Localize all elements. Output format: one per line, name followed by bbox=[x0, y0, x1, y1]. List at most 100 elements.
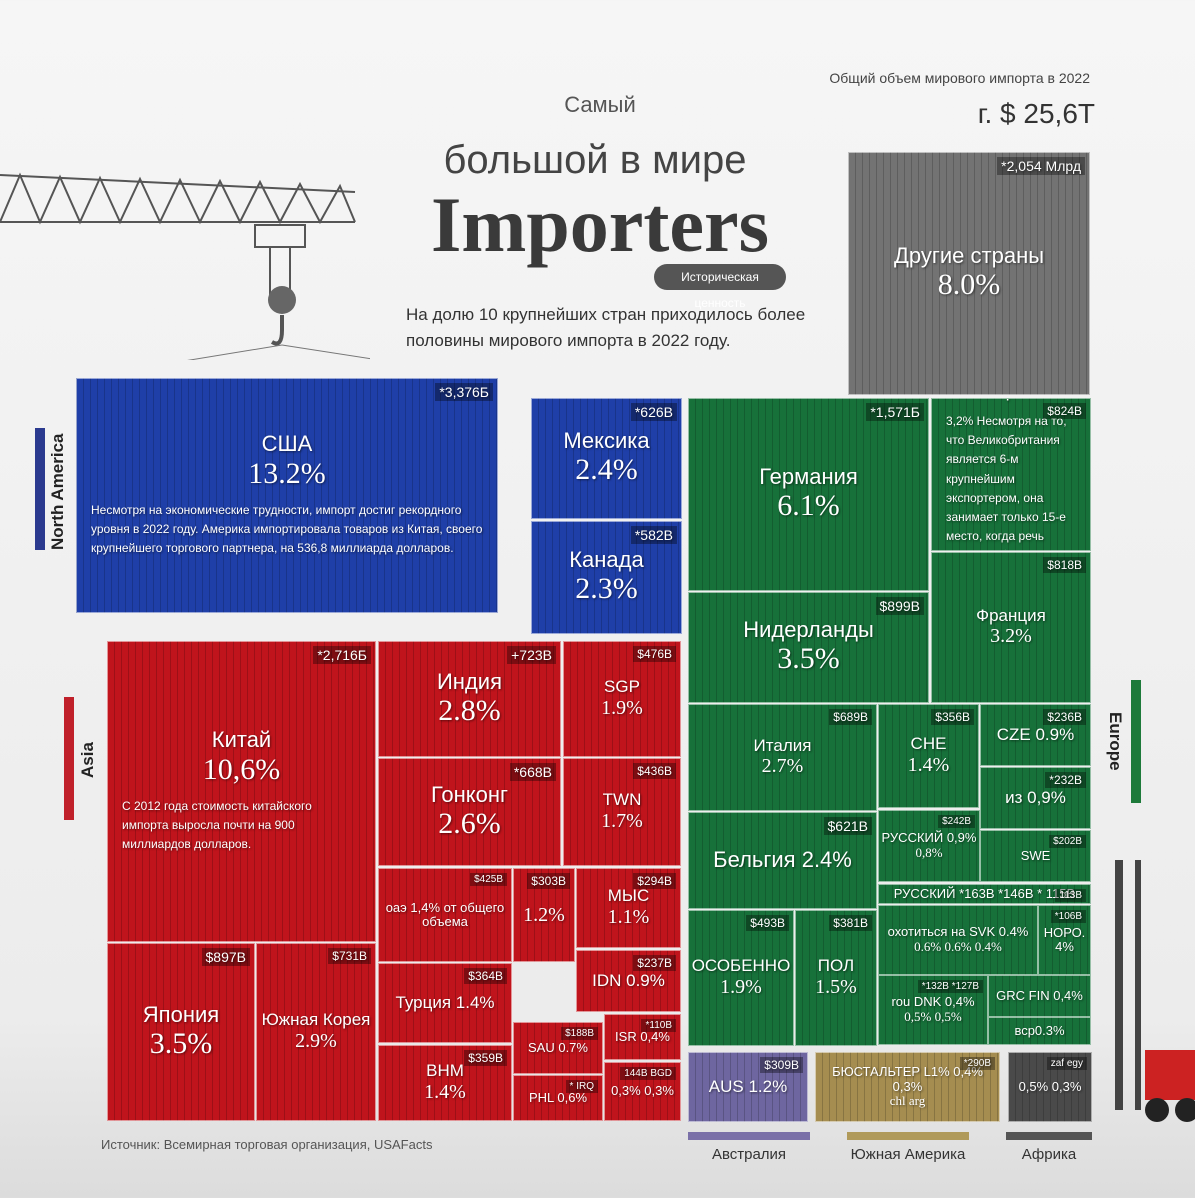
cell-name: CHE bbox=[910, 734, 947, 754]
cell-value: *232B bbox=[1045, 772, 1086, 788]
cell-name: Канада bbox=[569, 547, 644, 573]
country-cell: $899B Нидерланды 3.5% bbox=[688, 592, 929, 703]
cell-name: РУССКИЙ 0,9% bbox=[881, 830, 977, 846]
country-cell: $303B 1.2% bbox=[513, 868, 575, 962]
country-cell: *290B БЮСТАЛЬТЕР L1% 0,4% 0,3% chl arg bbox=[815, 1052, 1000, 1122]
region-bar bbox=[847, 1132, 969, 1140]
cell-value: * IRQ bbox=[565, 1080, 598, 1093]
cell-value: $309B bbox=[760, 1057, 803, 1073]
region-label: Африка bbox=[1021, 1146, 1077, 1163]
cell-name: Мексика bbox=[563, 428, 650, 454]
cell-value: *2,054 Млрд bbox=[997, 157, 1085, 175]
country-cell: $425B оаэ 1,4% от общего объема bbox=[378, 868, 512, 962]
cell-value: $381B bbox=[829, 915, 872, 931]
region-label: Австралия bbox=[711, 1146, 787, 1163]
country-cell: $356B CHE 1.4% bbox=[878, 704, 979, 808]
country-cell: *106B НОРО. 4% bbox=[1038, 905, 1091, 975]
country-cell: $188B SAU 0.7% bbox=[513, 1022, 603, 1074]
cell-value: $436B bbox=[633, 763, 676, 779]
cell-name: вср0.3% bbox=[1014, 1022, 1065, 1038]
country-cell: *626B Мексика 2.4% bbox=[531, 398, 682, 519]
country-cell: 113B РУССКИЙ *163B *146B * 115B bbox=[878, 884, 1091, 904]
country-cell: вср0.3% bbox=[988, 1017, 1091, 1045]
cell-value: $621B bbox=[823, 817, 872, 835]
cell-value: $242B bbox=[938, 815, 975, 828]
cell-value: *2,716Б bbox=[313, 646, 371, 664]
cell-value: zaf egy bbox=[1046, 1057, 1087, 1070]
forklift bbox=[1115, 860, 1195, 1122]
cell-share: 2.4% bbox=[575, 453, 638, 487]
cell-name: ВНМ bbox=[426, 1061, 464, 1081]
cell-value: *3,376Б bbox=[435, 383, 493, 401]
cell-name: SAU 0.7% bbox=[528, 1039, 588, 1055]
cell-value: *110B bbox=[641, 1019, 676, 1032]
country-cell: $436B TWN 1.7% bbox=[563, 758, 681, 866]
region-bar bbox=[35, 428, 45, 550]
country-cell: $359B ВНМ 1.4% bbox=[378, 1045, 512, 1121]
cell-share: 2.3% bbox=[575, 572, 638, 606]
cell-value: $476B bbox=[633, 646, 676, 662]
region-bar bbox=[688, 1132, 810, 1140]
cell-name: Нидерланды bbox=[743, 617, 874, 643]
country-cell: охотиться на SVK 0.4% 0.6% 0.6% 0.4% bbox=[878, 905, 1038, 975]
country-cell: $731B Южная Корея 2.9% bbox=[256, 943, 376, 1121]
cell-note: 3,2% Несмотря на то, что Великобритания … bbox=[946, 414, 1067, 550]
cell-name: Индия bbox=[436, 668, 502, 694]
region-label: Южная Америка bbox=[850, 1146, 966, 1163]
cell-share: chl arg bbox=[889, 1092, 926, 1108]
region-label: North America bbox=[48, 433, 67, 550]
cell-value: *290B bbox=[959, 1057, 995, 1070]
cell-name: TWN bbox=[602, 790, 642, 810]
cell-value: $202B bbox=[1049, 835, 1086, 848]
cell-share: 8.0% bbox=[937, 268, 1001, 302]
cell-value: $364B bbox=[464, 968, 507, 984]
cell-share: 3.2% bbox=[990, 625, 1032, 648]
cell-name: CZE 0.9% bbox=[996, 724, 1075, 744]
cell-name: SWE bbox=[1020, 847, 1051, 863]
cell-value: $294B bbox=[633, 873, 676, 889]
cell-share: 0.6% 0.6% 0.4% bbox=[914, 938, 1002, 954]
cell-value: $897B bbox=[201, 948, 250, 966]
cell-share: 3.5% bbox=[149, 1026, 213, 1060]
cell-name: Бельгия 2.4% bbox=[713, 847, 852, 873]
cell-value: *626B bbox=[630, 403, 677, 421]
country-cell: GRC FIN 0,4% bbox=[988, 975, 1091, 1017]
country-cell: $242B РУССКИЙ 0,9% 0,8% bbox=[878, 810, 980, 882]
cell-share: 1.9% bbox=[601, 696, 643, 719]
kicker: Самый bbox=[564, 92, 636, 117]
country-cell: *582B Канада 2.3% bbox=[531, 521, 682, 634]
cell-name: GRC FIN 0,4% bbox=[996, 987, 1083, 1003]
cell-value: $689B bbox=[829, 709, 872, 725]
cell-value: 144B BGD bbox=[620, 1067, 676, 1080]
cell-value: $236B bbox=[1043, 709, 1086, 725]
country-cell: $202B SWE bbox=[980, 830, 1091, 882]
region-label: Asia bbox=[78, 742, 97, 778]
cell-name: ОСОБЕННО bbox=[691, 956, 791, 976]
source: Источник: Всемирная торговая организация… bbox=[101, 1137, 433, 1152]
cell-name: НОРО. 4% bbox=[1043, 924, 1086, 954]
cell-value: *106B bbox=[1050, 910, 1086, 923]
cell-value: $188B bbox=[561, 1027, 598, 1040]
country-cell: $493B ОСОБЕННО 1.9% bbox=[688, 910, 794, 1046]
cell-share: 2.7% bbox=[761, 755, 804, 778]
cell-name: Другие страны bbox=[893, 243, 1045, 269]
cell-name: великобритания - bbox=[942, 399, 1080, 402]
cell-name: МЫС bbox=[607, 886, 650, 906]
cell-note: С 2012 года стоимость китайского импорта… bbox=[122, 799, 312, 852]
cell-share: 0,8% bbox=[915, 844, 943, 860]
total-label: Общий объем мирового импорта в 2022 bbox=[829, 70, 1090, 86]
country-cell: $897B Япония 3.5% bbox=[107, 943, 255, 1121]
country-cell: * IRQ PHL 0,6% bbox=[513, 1075, 603, 1121]
country-cell: +723B Индия 2.8% bbox=[378, 641, 561, 757]
cell-name: Южная Корея bbox=[261, 1010, 371, 1030]
crane bbox=[0, 172, 370, 360]
cell-name: AUS 1.2% bbox=[708, 1076, 788, 1096]
cell-name: 0,5% 0,3% bbox=[1018, 1078, 1082, 1094]
cell-note: Несмотря на экономические трудности, имп… bbox=[91, 503, 483, 556]
country-cell: *232B из 0,9% bbox=[980, 767, 1091, 829]
cell-share: 1.5% bbox=[815, 975, 857, 998]
cell-share: 2.6% bbox=[438, 806, 501, 840]
cell-name: оаэ 1,4% от общего объема bbox=[385, 899, 505, 929]
region-label: Europe bbox=[1106, 712, 1125, 771]
